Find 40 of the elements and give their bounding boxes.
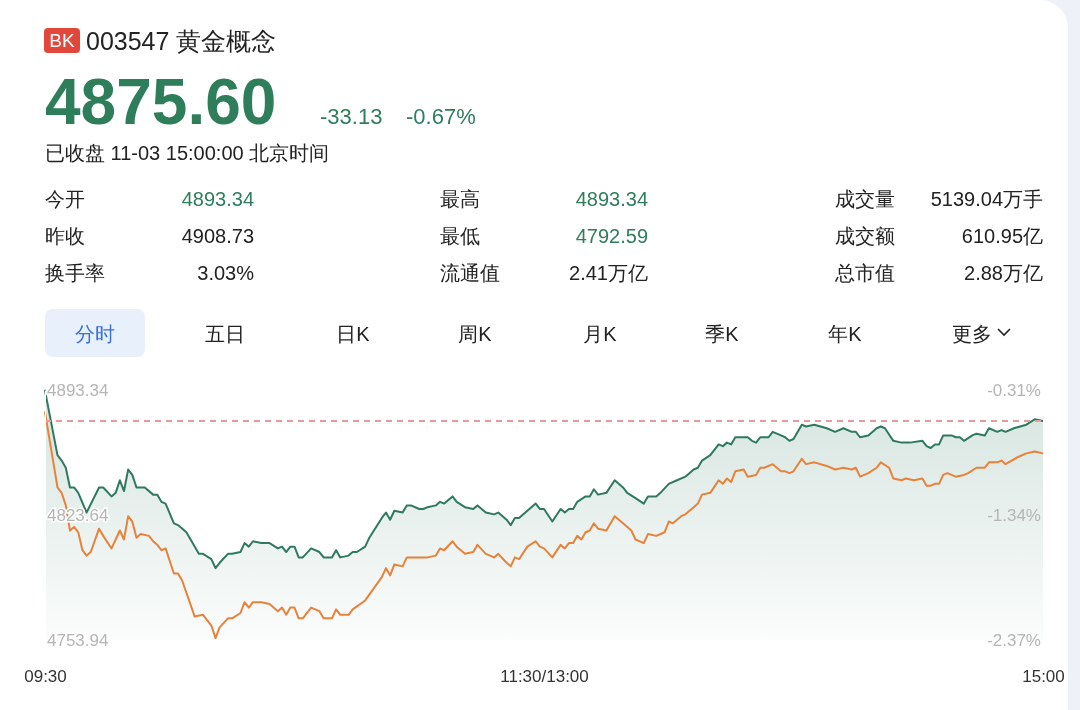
- text: 昨收: [45, 225, 85, 247]
- text: 流通值: [440, 262, 500, 284]
- text: 4893.34: [575, 188, 648, 210]
- text: 月K: [583, 323, 618, 345]
- text: 季K: [705, 323, 740, 345]
- text: 分时: [75, 323, 115, 345]
- text: 周K: [458, 323, 493, 345]
- y-tick-label: 4753.94: [47, 630, 109, 650]
- text: 成交量: [835, 188, 895, 210]
- text: 已收盘 11-03 15:00:00 北京时间: [45, 142, 330, 164]
- text: 2.88万亿: [964, 262, 1043, 284]
- text: 更多: [952, 323, 992, 345]
- x-tick-label: 15:00: [1022, 667, 1065, 687]
- text: -0.67%: [406, 104, 476, 129]
- y2-tick-label: -1.34%: [987, 505, 1041, 525]
- text: 4893.34: [181, 188, 254, 210]
- chart-title: 003547 黄金概念: [86, 27, 277, 55]
- text: 4908.73: [181, 225, 254, 247]
- text: 最高: [440, 188, 480, 210]
- text: -33.13: [320, 104, 383, 129]
- text: 5139.04万手: [930, 188, 1043, 210]
- text: 五日: [205, 323, 245, 345]
- text: 3.03%: [197, 262, 255, 284]
- text: 年K: [828, 323, 863, 345]
- text: 总市值: [834, 262, 895, 284]
- text: 4875.60: [45, 66, 277, 138]
- text: 日K: [336, 323, 371, 345]
- text: 610.95亿: [961, 225, 1043, 247]
- x-tick-label: 09:30: [24, 667, 67, 687]
- x-tick-label: 11:30/13:00: [500, 667, 589, 687]
- y2-tick-label: -0.31%: [987, 380, 1041, 400]
- text: 最低: [440, 225, 480, 247]
- text: 换手率: [45, 262, 105, 284]
- text: BK: [49, 30, 75, 51]
- text: 2.41万亿: [569, 262, 648, 284]
- y2-tick-label: -2.37%: [987, 630, 1041, 650]
- y-tick-label: 4893.34: [47, 380, 109, 400]
- text: 4792.59: [575, 225, 648, 247]
- text: 成交额: [835, 225, 895, 247]
- text: 今开: [45, 188, 85, 210]
